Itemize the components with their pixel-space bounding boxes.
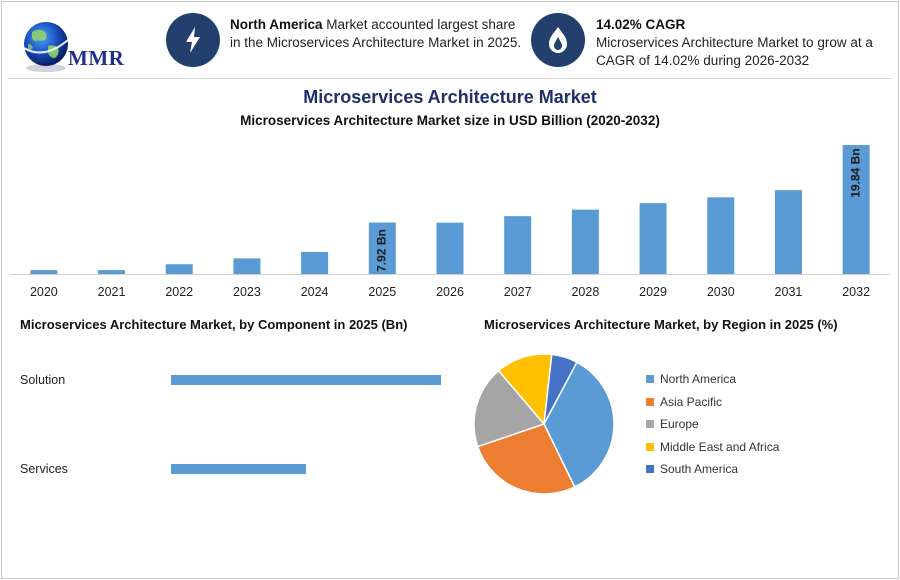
hbar-solution xyxy=(171,375,441,385)
x-tick-label: 2030 xyxy=(707,285,735,299)
legend-label: Europe xyxy=(660,417,699,431)
bar-2030 xyxy=(707,197,735,274)
legend-swatch xyxy=(646,397,654,406)
x-tick-label: 2023 xyxy=(233,285,261,299)
x-tick-label: 2028 xyxy=(571,285,599,299)
lightning-bolt-icon xyxy=(166,13,220,67)
legend-label: South America xyxy=(660,462,739,476)
pie-slice-south-america xyxy=(543,353,578,425)
bar-2029 xyxy=(639,203,667,274)
legend-swatch xyxy=(646,375,654,383)
legend-item: Middle East and Africa xyxy=(646,439,779,462)
bar-2021 xyxy=(98,270,126,274)
logo-text: MMR xyxy=(68,46,125,70)
pie-slice-north-america xyxy=(543,361,615,488)
region-chart-title: Microservices Architecture Market, by Re… xyxy=(484,317,838,332)
x-tick-label: 2027 xyxy=(504,285,532,299)
x-tick-label: 2021 xyxy=(98,285,126,299)
cagr-info: 14.02% CAGR Microservices Architecture M… xyxy=(596,16,896,70)
region-legend: North America Asia Pacific Europe Middle Ea… xyxy=(646,371,779,484)
bar-2028 xyxy=(571,209,599,274)
info1-bold: North America xyxy=(230,17,323,32)
component-chart-title: Microservices Architecture Market, by Co… xyxy=(20,317,408,332)
x-tick-label: 2031 xyxy=(775,285,803,299)
x-tick-label: 2032 xyxy=(842,285,870,299)
component-bar-chart: Solution Services xyxy=(20,373,441,476)
bar-2025 xyxy=(368,222,396,274)
market-size-bar-chart: 2020 2021 2022 2023 2024 2025 2026 2027 2028 2029… xyxy=(10,145,890,299)
x-tick-label: 2024 xyxy=(301,285,329,299)
legend-item: North America xyxy=(646,371,779,394)
bar-2031 xyxy=(774,190,802,274)
x-tick-label: 2026 xyxy=(436,285,464,299)
globe-icon xyxy=(23,22,69,72)
info2-body: Microservices Architecture Market to gro… xyxy=(596,35,873,68)
hbar-services xyxy=(171,464,306,474)
mmr-logo: MMR xyxy=(18,18,138,78)
x-tick-label: 2029 xyxy=(639,285,667,299)
legend-item: Asia Pacific xyxy=(646,394,779,417)
x-tick-label: 2025 xyxy=(368,285,396,299)
bar-2020 xyxy=(30,270,58,274)
bar-2027 xyxy=(504,216,532,274)
bar-chart-title: Microservices Architecture Market size i… xyxy=(240,113,660,128)
legend-item: Europe xyxy=(646,416,779,439)
region-pie-chart xyxy=(473,353,615,495)
main-title: Microservices Architecture Market xyxy=(303,87,597,107)
legend-swatch xyxy=(646,465,654,473)
bar-2022 xyxy=(165,264,193,274)
x-tick-label: 2020 xyxy=(30,285,58,299)
pie-slice-asia-pacific xyxy=(476,423,576,495)
bar-2024 xyxy=(301,251,329,274)
bar-2023 xyxy=(233,258,261,274)
x-tick-label: 2022 xyxy=(165,285,193,299)
bar-data-label: 7.92 Bn xyxy=(374,229,388,272)
flame-drop-icon xyxy=(531,13,585,67)
pie-slice-europe xyxy=(473,369,546,448)
bar-2032 xyxy=(842,145,870,274)
legend-swatch xyxy=(646,442,654,451)
category-label: Solution xyxy=(20,373,65,387)
pie-slice-middle-east-and-africa xyxy=(497,353,553,426)
legend-label: Asia Pacific xyxy=(660,394,723,409)
info1-body: Market accounted largest share in the Mi… xyxy=(230,17,522,50)
legend-item: South America xyxy=(646,461,779,484)
bar-data-label: 19.84 Bn xyxy=(848,148,862,197)
legend-swatch xyxy=(646,420,654,428)
header-divider xyxy=(8,78,892,79)
north-america-info: North America Market accounted largest s… xyxy=(230,16,525,52)
bar-2026 xyxy=(436,222,464,274)
legend-label: North America xyxy=(660,372,737,386)
category-label: Services xyxy=(20,462,68,476)
info2-bold: 14.02% CAGR xyxy=(596,17,686,32)
legend-label: Middle East and Africa xyxy=(660,439,780,454)
